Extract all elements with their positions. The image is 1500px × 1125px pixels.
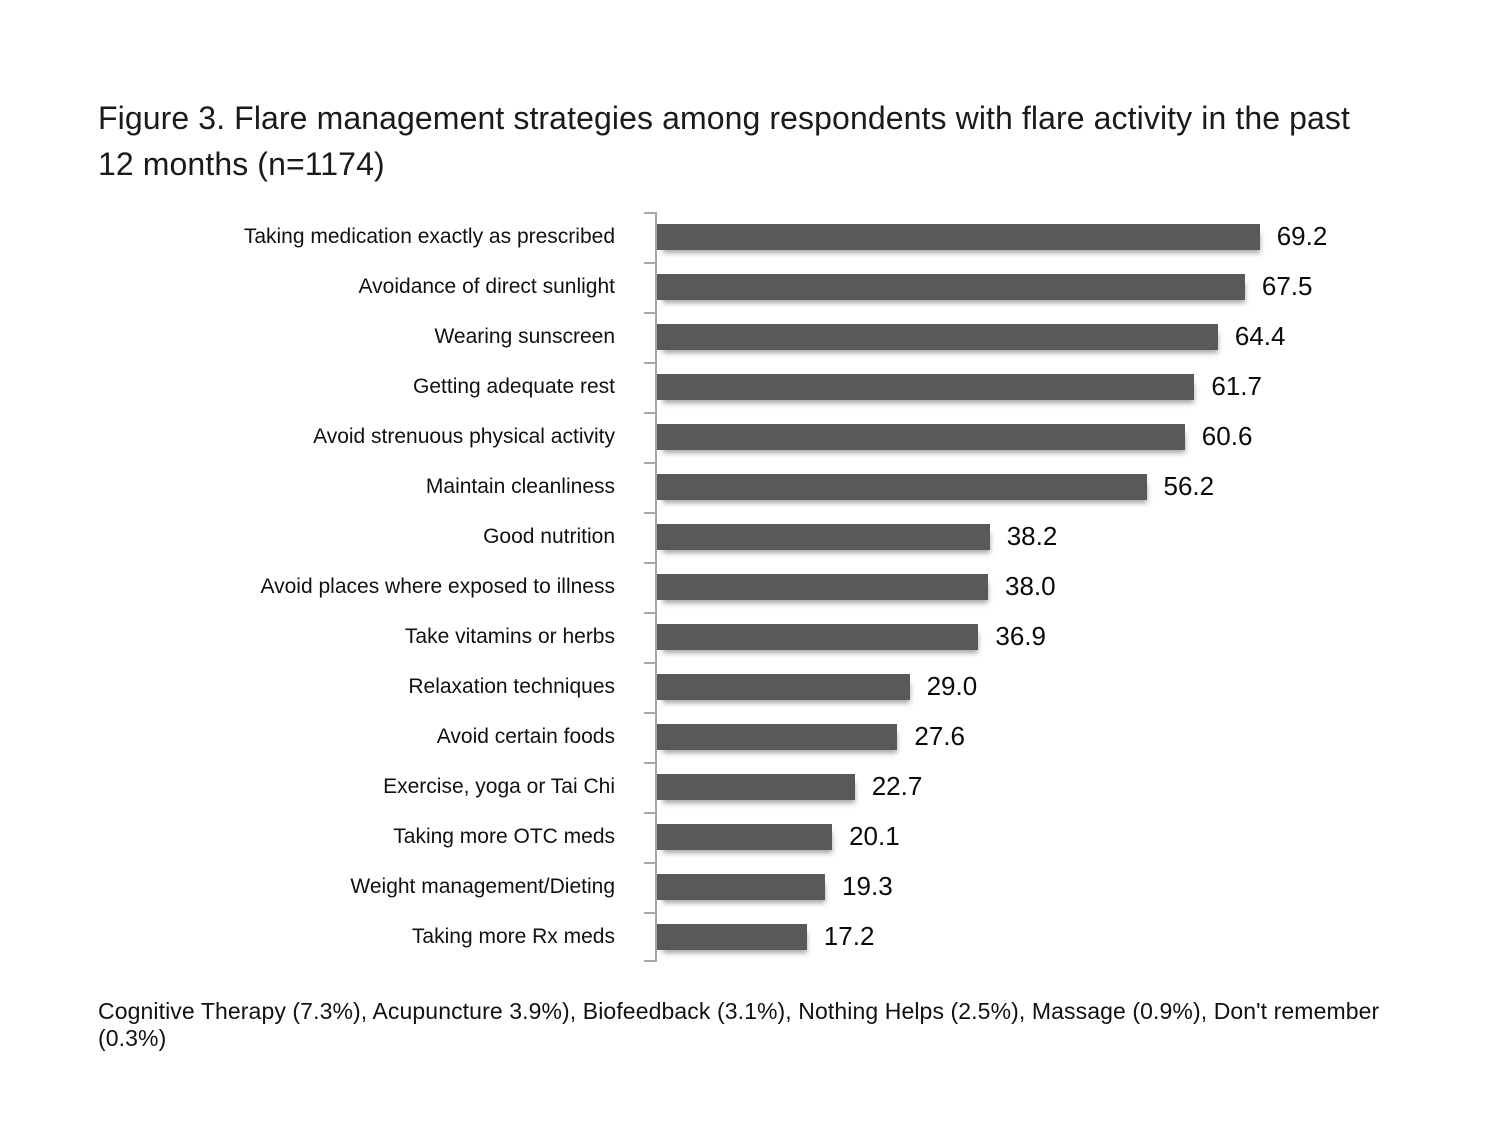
chart-row: Take vitamins or herbs 36.9 — [98, 612, 1478, 662]
axis-tick — [644, 561, 656, 564]
bar — [657, 223, 1260, 250]
category-label: Taking medication exactly as prescribed — [243, 225, 615, 249]
bar — [657, 923, 807, 950]
value-label: 67.5 — [1261, 271, 1313, 302]
value-label: 64.4 — [1234, 321, 1286, 352]
category-label: Avoid strenuous physical activity — [313, 425, 615, 449]
plot-area: 19.3 — [635, 862, 1478, 912]
bar — [657, 723, 898, 750]
category-label: Exercise, yoga or Tai Chi — [383, 775, 615, 799]
category-label: Avoid places where exposed to illness — [260, 575, 616, 599]
chart-row: Exercise, yoga or Tai Chi 22.7 — [98, 762, 1478, 812]
chart-row: Avoid strenuous physical activity 60.6 — [98, 412, 1478, 462]
plot-area: 67.5 — [635, 262, 1478, 312]
axis-tick — [644, 661, 656, 664]
plot-area: 61.7 — [635, 362, 1478, 412]
value-label: 36.9 — [995, 621, 1046, 652]
axis-tick — [644, 761, 656, 764]
value-label: 69.2 — [1276, 221, 1328, 252]
bar — [657, 873, 826, 900]
bar — [657, 623, 979, 650]
category-label: Getting adequate rest — [413, 375, 615, 399]
category-label: Avoidance of direct sunlight — [358, 275, 615, 299]
bar — [657, 573, 988, 600]
axis-tick — [644, 311, 656, 314]
chart-row: Avoidance of direct sunlight 67.5 — [98, 262, 1478, 312]
bar — [657, 523, 990, 550]
axis-tick — [644, 361, 656, 364]
value-label: 20.1 — [849, 821, 900, 852]
bar — [657, 673, 910, 700]
category-label: Wearing sunscreen — [434, 325, 615, 349]
value-label: 38.2 — [1006, 521, 1058, 552]
value-label: 60.6 — [1201, 421, 1253, 452]
category-label: Weight management/Dieting — [350, 875, 615, 899]
value-label: 27.6 — [914, 721, 965, 752]
bar — [657, 473, 1147, 500]
category-label: Avoid certain foods — [436, 725, 615, 749]
chart-row: Taking medication exactly as prescribed 6… — [98, 212, 1478, 262]
value-label: 56.2 — [1163, 471, 1215, 502]
plot-area: 22.7 — [635, 762, 1478, 812]
plot-area: 64.4 — [635, 312, 1478, 362]
category-label: Taking more OTC meds — [393, 825, 615, 849]
bar — [657, 373, 1195, 400]
chart-row: Avoid places where exposed to illness 38.… — [98, 562, 1478, 612]
value-label: 19.3 — [842, 871, 893, 902]
plot-area: 60.6 — [635, 412, 1478, 462]
category-label: Good nutrition — [483, 525, 615, 549]
category-label: Maintain cleanliness — [425, 475, 615, 499]
chart-row: Wearing sunscreen 64.4 — [98, 312, 1478, 362]
chart-row: Maintain cleanliness 56.2 — [98, 462, 1478, 512]
bar-chart: Taking medication exactly as prescribed 6… — [98, 211, 1478, 962]
plot-area: 69.2 — [635, 212, 1478, 262]
bar — [657, 323, 1218, 350]
plot-area: 36.9 — [635, 612, 1478, 662]
chart-row: Good nutrition 38.2 — [98, 512, 1478, 562]
chart-row: Avoid certain foods 27.6 — [98, 712, 1478, 762]
figure-footnote: Cognitive Therapy (7.3%), Acupuncture 3.… — [98, 997, 1380, 1051]
plot-area: 29.0 — [635, 662, 1478, 712]
axis-tick — [644, 511, 656, 514]
value-label: 38.0 — [1005, 571, 1056, 602]
axis-tick — [644, 611, 656, 614]
chart-row: Taking more Rx meds 17.2 — [98, 912, 1478, 962]
chart-row: Getting adequate rest 61.7 — [98, 362, 1478, 412]
bar — [657, 773, 855, 800]
bar — [657, 423, 1185, 450]
figure-title: Figure 3. Flare management strategies am… — [98, 100, 1350, 183]
category-label: Taking more Rx meds — [411, 925, 615, 949]
plot-area: 38.2 — [635, 512, 1478, 562]
category-label: Take vitamins or herbs — [404, 625, 615, 649]
bar — [657, 273, 1245, 300]
value-label: 22.7 — [871, 771, 923, 802]
chart-row: Weight management/Dieting 19.3 — [98, 862, 1478, 912]
plot-area: 38.0 — [635, 562, 1478, 612]
plot-area: 17.2 — [635, 912, 1478, 962]
category-label: Relaxation techniques — [408, 675, 615, 699]
axis-tick — [644, 911, 656, 914]
plot-area: 56.2 — [635, 462, 1478, 512]
value-label: 29.0 — [926, 671, 978, 702]
axis-tick — [644, 811, 656, 814]
axis-tick — [644, 211, 656, 214]
value-label: 17.2 — [823, 921, 875, 952]
axis-tick — [644, 461, 656, 464]
y-axis-line — [655, 211, 657, 962]
value-label: 61.7 — [1211, 371, 1262, 402]
bar — [657, 823, 833, 850]
chart-row: Relaxation techniques 29.0 — [98, 662, 1478, 712]
plot-area: 27.6 — [635, 712, 1478, 762]
axis-tick — [644, 711, 656, 714]
axis-tick — [644, 411, 656, 414]
chart-row: Taking more OTC meds 20.1 — [98, 812, 1478, 862]
axis-tick — [644, 861, 656, 864]
axis-tick — [644, 959, 656, 962]
axis-tick — [644, 261, 656, 264]
plot-area: 20.1 — [635, 812, 1478, 862]
